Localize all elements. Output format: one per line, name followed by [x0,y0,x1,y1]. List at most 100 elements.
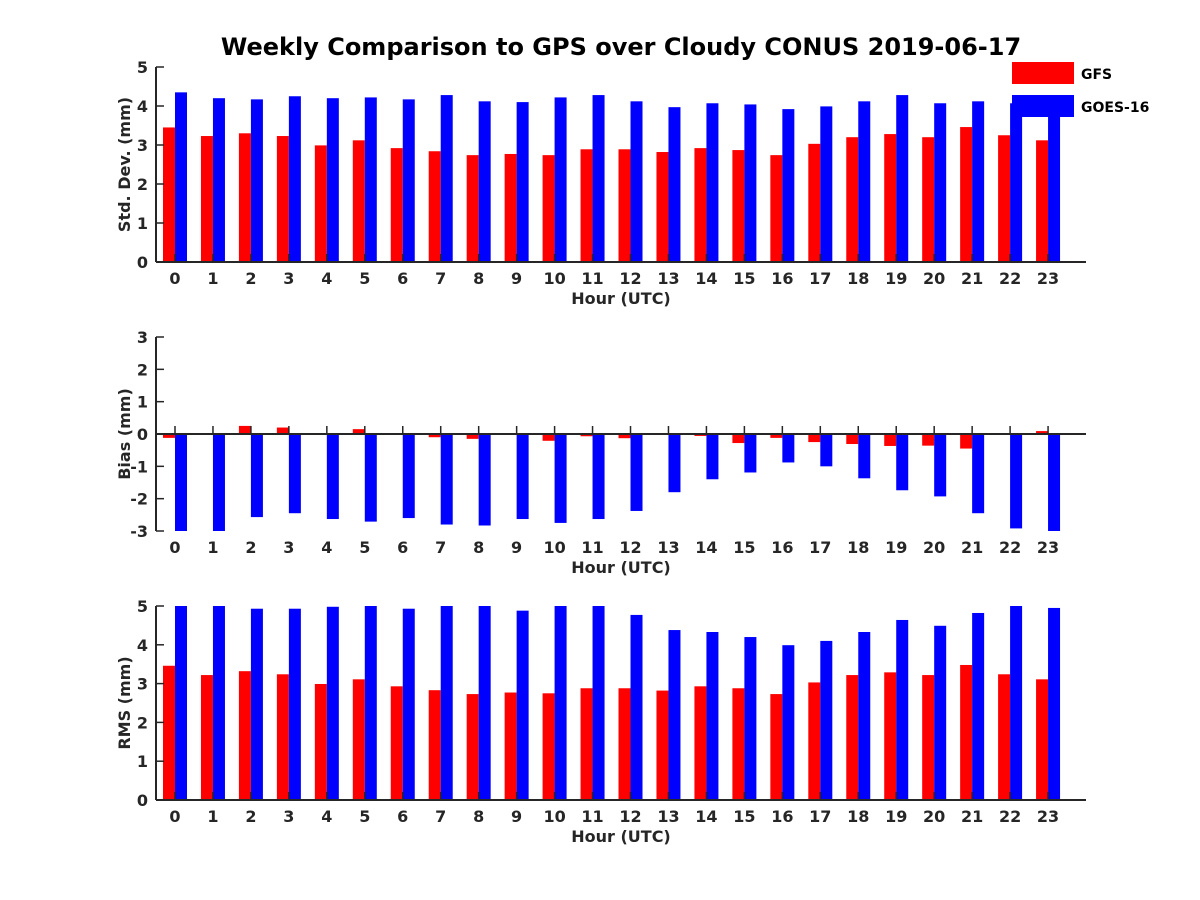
bar [706,434,719,480]
x-axis-label: Hour (UTC) [571,289,671,308]
bar [1010,103,1023,263]
bar [200,136,213,262]
bar [478,606,491,800]
bar [276,427,289,434]
bar [364,434,377,522]
x-tick-label: 13 [657,538,679,557]
legend-swatch [1012,95,1074,117]
bar [694,686,707,800]
bar [238,425,251,434]
x-tick-label: 0 [169,538,180,557]
bar [934,625,947,800]
bar [858,101,871,262]
bar [402,434,415,519]
bar [896,619,909,800]
bar [580,688,593,800]
x-tick-label: 9 [511,807,522,826]
bar [402,608,415,800]
legend-swatch [1012,62,1074,84]
bar [1010,434,1023,529]
y-tick-label: 0 [137,253,148,272]
x-tick-label: 23 [1037,538,1059,557]
bar [402,99,415,263]
bar [668,434,681,493]
bar [808,682,821,800]
x-tick-label: 10 [543,538,565,557]
bar [618,688,631,800]
bar [618,434,631,439]
bar [516,102,529,262]
bar [212,434,225,531]
bar [580,149,593,262]
x-tick-label: 22 [999,269,1021,288]
bar [922,434,935,446]
bar [554,97,567,262]
x-tick-label: 12 [619,538,641,557]
bar [352,679,365,800]
bar [352,429,365,434]
series-gfs [163,127,1049,262]
x-tick-label: 22 [999,538,1021,557]
x-tick-label: 6 [397,538,408,557]
bar [656,152,669,262]
x-tick-label: 5 [359,269,370,288]
x-tick-label: 2 [245,269,256,288]
bar [846,137,859,262]
bar [390,686,403,800]
bar [1036,679,1049,800]
bar [288,608,301,800]
x-tick-label: 8 [473,538,484,557]
x-tick-label: 1 [207,807,218,826]
bar [820,640,833,800]
bar [238,671,251,800]
bar [288,434,301,514]
bar [732,434,745,444]
x-tick-label: 16 [771,538,793,557]
bar [618,149,631,262]
bar [314,145,327,262]
bar [934,103,947,263]
bar [200,675,213,800]
bar [630,614,643,800]
x-tick-label: 7 [435,807,446,826]
bar [238,133,251,262]
bar [326,98,339,262]
x-tick-label: 18 [847,807,869,826]
bar [782,645,795,800]
bar [592,434,605,520]
bar [656,690,669,800]
bar [922,675,935,800]
bar [288,96,301,262]
bar [1048,434,1061,531]
bar [592,95,605,262]
x-tick-label: 12 [619,269,641,288]
series-goes-16 [175,434,1061,531]
bar [1036,431,1049,434]
x-tick-label: 19 [885,538,907,557]
bar [326,606,339,800]
x-tick-label: 17 [809,538,831,557]
x-tick-label: 15 [733,538,755,557]
x-tick-label: 20 [923,807,945,826]
bar [440,95,453,262]
x-tick-label: 21 [961,269,983,288]
x-tick-label: 14 [695,807,717,826]
bar [1036,140,1049,262]
x-tick-label: 4 [321,538,332,557]
x-tick-label: 3 [283,807,294,826]
x-tick-label: 9 [511,538,522,557]
x-tick-label: 4 [321,269,332,288]
x-tick-label: 0 [169,269,180,288]
y-tick-label: 4 [137,636,148,655]
bar [542,693,555,800]
bar [478,434,491,526]
bar [846,434,859,445]
bar [770,694,783,800]
bar [276,674,289,800]
y-tick-label: 3 [137,675,148,694]
bar [770,155,783,262]
x-tick-label: 21 [961,538,983,557]
x-tick-label: 2 [245,807,256,826]
